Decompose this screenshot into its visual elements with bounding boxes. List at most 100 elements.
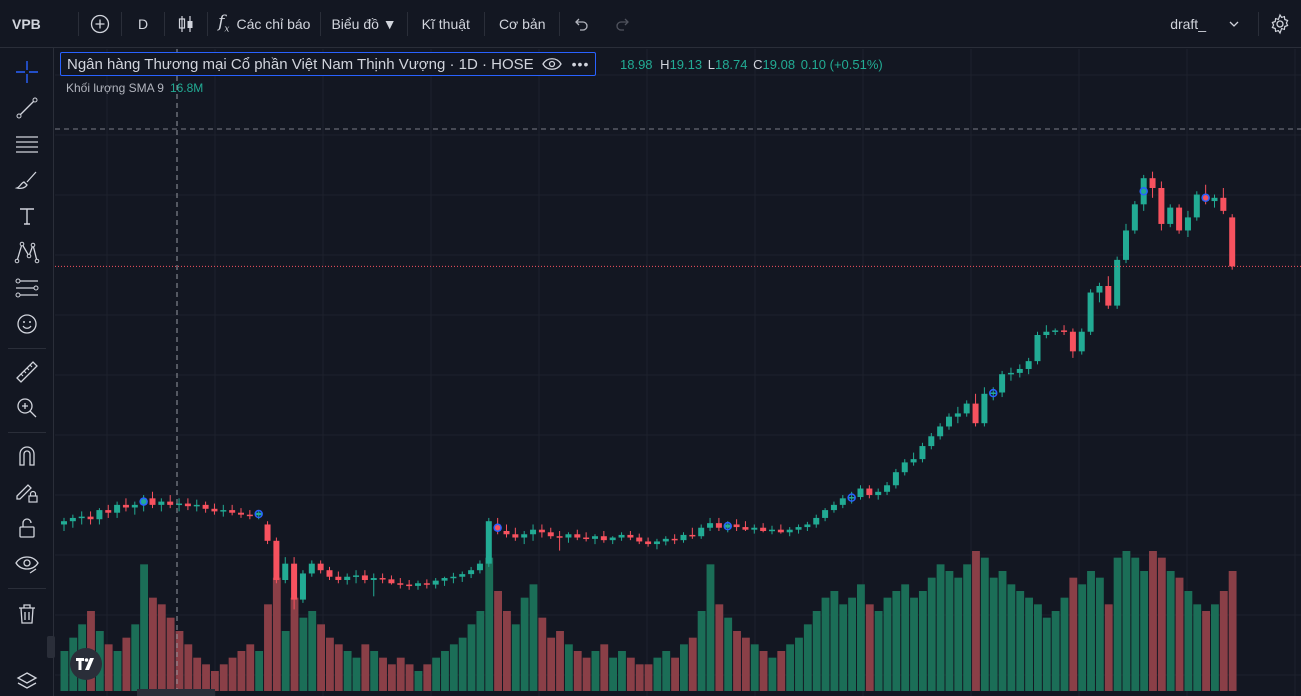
- candle-body: [397, 583, 404, 585]
- measure-tool[interactable]: [13, 358, 41, 386]
- redo-button[interactable]: [602, 0, 644, 48]
- volume-bar: [1025, 597, 1033, 691]
- candle-body: [698, 527, 705, 537]
- candle-body: [158, 501, 165, 505]
- candle-body: [786, 529, 793, 533]
- change-value: 0.10 (+0.51%): [800, 57, 883, 72]
- dividend-marker: [847, 493, 856, 502]
- volume-bar: [1042, 617, 1051, 691]
- candle-body: [1211, 197, 1218, 202]
- fundamental-button[interactable]: Cơ bản: [498, 15, 546, 32]
- emoji-icon: [17, 314, 37, 334]
- technical-button[interactable]: Kĩ thuật: [421, 15, 470, 32]
- zoom-in-icon: [17, 398, 37, 418]
- brush-tool[interactable]: [13, 166, 41, 194]
- ohlc-values: 18.98 H19.13 L18.74 C19.08 0.10 (+0.51%): [620, 57, 883, 72]
- undo-icon: [575, 18, 589, 31]
- trendline-tool[interactable]: [13, 94, 41, 122]
- volume-bar: [972, 551, 980, 691]
- symbol-search-button[interactable]: VPB: [12, 15, 41, 32]
- zoom-tool[interactable]: [13, 394, 41, 422]
- candle-body: [229, 510, 236, 513]
- volume-bar: [662, 651, 671, 691]
- candle-body: [291, 563, 298, 600]
- candle-body: [822, 510, 829, 518]
- volume-bar: [1095, 577, 1104, 691]
- toolbar-divider: [78, 11, 79, 36]
- candle-body: [662, 538, 669, 542]
- toolbar-divider: [1258, 12, 1259, 36]
- candle-body: [1007, 372, 1014, 375]
- volume-bar: [370, 651, 379, 691]
- candle-body: [1184, 217, 1191, 231]
- candle-body: [1043, 331, 1050, 335]
- candle-body: [1025, 361, 1032, 369]
- volume-bar: [1069, 577, 1078, 691]
- layout-name-button[interactable]: draft_: [1170, 0, 1258, 48]
- fib-tool[interactable]: [13, 130, 41, 158]
- indicators-button[interactable]: fx Các chỉ báo: [208, 0, 320, 48]
- text-tool[interactable]: [13, 202, 41, 230]
- prediction-tool[interactable]: [13, 274, 41, 302]
- candle-body: [919, 446, 926, 460]
- eye-icon[interactable]: [541, 57, 562, 71]
- dividend-marker: [1201, 193, 1210, 203]
- candle-body: [1096, 286, 1103, 293]
- plus-circle-icon: [90, 14, 110, 33]
- candle-body: [69, 517, 76, 522]
- candle-body: [857, 488, 864, 498]
- candle-body: [415, 583, 421, 586]
- crosshair-tool[interactable]: [13, 58, 41, 86]
- price-chart[interactable]: [55, 49, 1301, 696]
- compare-add-button[interactable]: [79, 0, 121, 48]
- volume-bar: [857, 584, 865, 691]
- candle-body: [423, 583, 430, 585]
- volume-bar: [60, 651, 69, 691]
- lock-all-tool[interactable]: [13, 514, 41, 542]
- tradingview-logo[interactable]: [70, 648, 102, 680]
- volume-bar: [1149, 551, 1157, 691]
- interval-button[interactable]: D: [138, 15, 149, 32]
- toolbar-collapse-handle[interactable]: [47, 636, 55, 658]
- ruler-icon: [16, 361, 38, 383]
- lock-drawings-tool[interactable]: [13, 478, 41, 506]
- toolbar-divider: [406, 11, 408, 36]
- candle-body: [78, 516, 85, 519]
- magnet-tool[interactable]: [13, 442, 41, 470]
- candle-body: [609, 537, 616, 541]
- volume-bar: [883, 597, 892, 691]
- more-icon[interactable]: •••: [571, 56, 590, 72]
- volume-bar: [1202, 611, 1210, 691]
- candle-body: [370, 578, 377, 580]
- candle-body: [1016, 368, 1023, 373]
- remove-drawings-tool[interactable]: [13, 600, 41, 628]
- volume-bar: [1140, 571, 1149, 691]
- volume-bar: [272, 577, 281, 691]
- candle-body: [600, 536, 607, 541]
- pattern-tool[interactable]: [13, 238, 41, 266]
- emoji-tool[interactable]: [13, 310, 41, 338]
- volume-legend[interactable]: Khối lượng SMA 9 16.8M: [66, 81, 203, 95]
- candle-body: [972, 403, 979, 424]
- undo-button[interactable]: [560, 0, 602, 48]
- object-tree-button[interactable]: [13, 668, 41, 696]
- hide-drawings-tool[interactable]: [13, 550, 41, 578]
- volume-bar: [1122, 551, 1131, 691]
- volume-bar: [697, 611, 706, 691]
- volume-bar: [777, 651, 786, 691]
- volume-bar: [547, 637, 556, 691]
- symbol-legend[interactable]: Ngân hàng Thương mại Cổ phần Việt Nam Th…: [60, 52, 597, 76]
- candle-body: [565, 534, 572, 538]
- volume-bar: [892, 591, 901, 691]
- candle-body: [1149, 178, 1156, 188]
- chart-type-button[interactable]: [165, 0, 207, 48]
- volume-bar: [671, 657, 679, 691]
- volume-bar: [1034, 604, 1042, 691]
- settings-button[interactable]: [1259, 0, 1301, 48]
- candle-body: [530, 529, 537, 535]
- volume-bar: [821, 597, 830, 691]
- event-markers: [139, 187, 1210, 532]
- volume-bar: [706, 564, 715, 691]
- volume-bar: [1078, 584, 1087, 691]
- chart-menu-button[interactable]: Biểu đồ ▼: [331, 15, 397, 32]
